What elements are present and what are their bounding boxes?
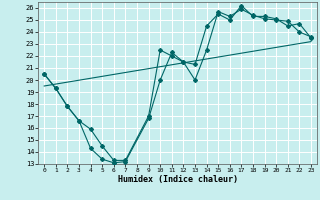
X-axis label: Humidex (Indice chaleur): Humidex (Indice chaleur) bbox=[118, 175, 238, 184]
